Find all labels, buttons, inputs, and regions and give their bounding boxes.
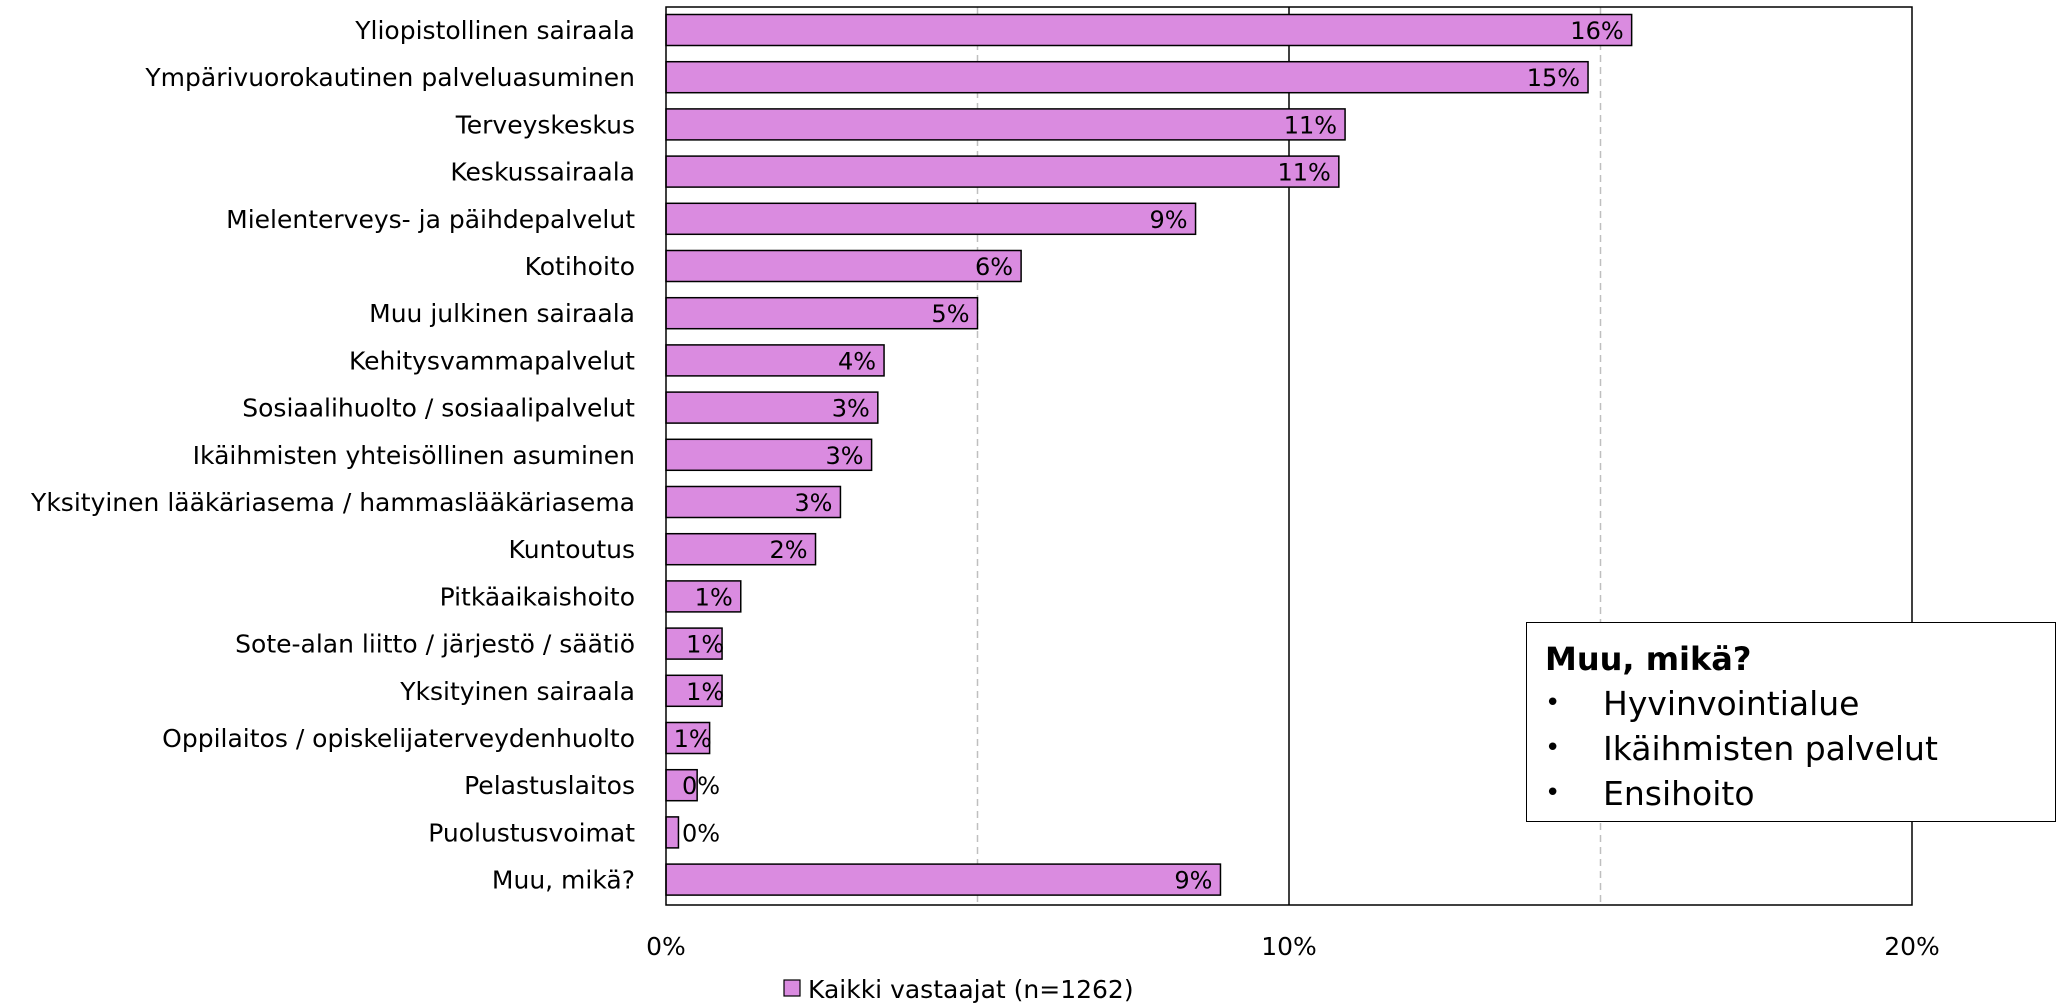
note-item: Ensihoito xyxy=(1545,771,2037,816)
category-label: Sosiaalihuolto / sosiaalipalvelut xyxy=(242,394,635,423)
other-answers-note: Muu, mikä? Hyvinvointialue Ikäihmisten p… xyxy=(1526,622,2056,822)
data-label: 11% xyxy=(1284,111,1337,139)
data-label: 3% xyxy=(794,489,832,517)
grid-layer xyxy=(976,7,1602,905)
bar xyxy=(665,438,873,472)
data-label: 6% xyxy=(975,253,1013,281)
data-label: 9% xyxy=(1149,206,1187,234)
data-label: 3% xyxy=(826,442,864,470)
bar xyxy=(665,863,1222,896)
note-item: Ikäihmisten palvelut xyxy=(1545,726,2037,771)
note-list: Hyvinvointialue Ikäihmisten palvelut Ens… xyxy=(1545,681,2037,816)
bars-layer xyxy=(665,13,1633,896)
legend: Kaikki vastaajat (n=1262) xyxy=(783,975,1134,1004)
bar xyxy=(665,344,885,377)
value-labels: 16% 15% 11% 11% 9% 6%5% 4% 3% 3% 3% 2% 1% 1% 1% 1% 0% 0%… xyxy=(674,17,1624,895)
category-label: Muu, mikä? xyxy=(492,866,635,895)
x-tick-label: 20% xyxy=(1884,932,1940,961)
x-tick-label: 0% xyxy=(646,932,686,961)
bar xyxy=(665,532,817,566)
category-label: Yksityinen lääkäriasema / hammaslääkäria… xyxy=(30,488,635,517)
note-item: Hyvinvointialue xyxy=(1545,681,2037,726)
category-label: Terveyskeskus xyxy=(455,110,635,139)
category-label: Sote-alan liitto / järjestö / säätiö xyxy=(235,630,635,659)
category-label: Yliopistollinen sairaala xyxy=(354,16,635,45)
bar xyxy=(665,202,1197,236)
data-label: 9% xyxy=(1174,867,1212,895)
category-label: Pelastuslaitos xyxy=(464,771,635,800)
bar xyxy=(665,155,1340,188)
data-label: 4% xyxy=(838,347,876,375)
bar xyxy=(665,60,1589,94)
bar xyxy=(665,485,842,519)
bar xyxy=(665,13,1633,47)
category-label: Kuntoutus xyxy=(509,535,635,564)
data-label: 0% xyxy=(682,819,720,847)
category-label: Keskussairaala xyxy=(450,158,635,187)
bar xyxy=(665,108,1346,141)
bar xyxy=(665,580,742,613)
category-label: Ikäihmisten yhteisöllinen asuminen xyxy=(193,441,635,470)
bar xyxy=(665,816,680,849)
data-label: 0% xyxy=(682,772,720,800)
category-label: Muu julkinen sairaala xyxy=(369,299,635,328)
data-label: 1% xyxy=(695,583,733,611)
data-label: 15% xyxy=(1527,64,1580,92)
data-label: 1% xyxy=(686,631,724,659)
data-label: 1% xyxy=(686,678,724,706)
category-label: Pitkäaikaishoito xyxy=(440,582,635,611)
data-label: 1% xyxy=(674,725,712,753)
x-axis-tick-labels: 0% 10% 20% xyxy=(646,932,1940,961)
data-label: 2% xyxy=(769,536,807,564)
data-label: 3% xyxy=(832,395,870,423)
bar xyxy=(665,296,979,330)
note-title: Muu, mikä? xyxy=(1545,640,1752,678)
legend-swatch xyxy=(783,979,801,997)
data-label: 11% xyxy=(1277,159,1330,187)
category-labels: Yliopistollinen sairaala Ympärivuorokauti… xyxy=(30,16,635,895)
category-label: Yksityinen sairaala xyxy=(399,677,635,706)
legend-label: Kaikki vastaajat (n=1262) xyxy=(808,975,1134,1004)
category-label: Oppilaitos / opiskelijaterveydenhuolto xyxy=(162,724,635,753)
bar xyxy=(665,249,1022,283)
x-tick-label: 10% xyxy=(1261,932,1317,961)
data-label: 5% xyxy=(931,300,969,328)
category-label: Puolustusvoimat xyxy=(428,818,635,847)
category-label: Mielenterveys- ja päihdepalvelut xyxy=(226,205,635,234)
category-label: Kehitysvammapalvelut xyxy=(349,346,635,375)
data-label: 16% xyxy=(1570,17,1623,45)
category-label: Ympärivuorokautinen palveluasuminen xyxy=(144,63,635,92)
category-label: Kotihoito xyxy=(525,252,635,281)
bar xyxy=(665,391,879,424)
plot-frame xyxy=(665,6,1913,906)
